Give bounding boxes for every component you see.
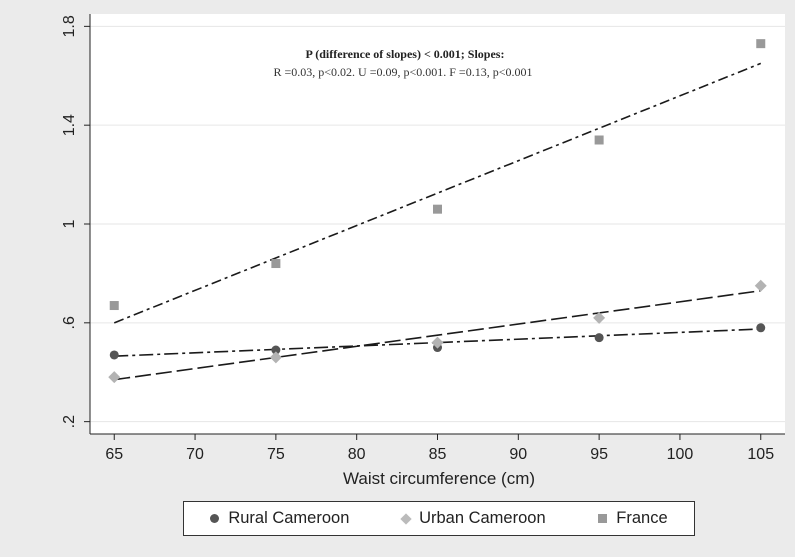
data-point xyxy=(594,333,604,343)
annotation-line2: R =0.03, p<0.02. U =0.09, p<0.001. F =0.… xyxy=(274,65,533,79)
x-tick-label: 65 xyxy=(105,446,123,463)
x-tick-label: 80 xyxy=(348,446,366,463)
diamond-marker-icon xyxy=(400,512,412,525)
x-tick-label: 95 xyxy=(590,446,608,463)
x-tick-label: 105 xyxy=(747,446,774,463)
data-points xyxy=(108,39,767,384)
axes: .2 .6 1 1.4 1.8 65 70 75 80 85 90 95 100 105 xyxy=(61,14,785,463)
y-tick-label: .2 xyxy=(61,415,78,428)
data-point xyxy=(271,345,281,355)
y-tick-label: 1.8 xyxy=(61,15,78,37)
legend: Rural Cameroon Urban Cameroon France xyxy=(183,501,695,536)
circle-marker-icon xyxy=(210,514,220,523)
data-point xyxy=(108,371,121,384)
y-tick-label: 1.4 xyxy=(61,114,78,136)
legend-label-rural: Rural Cameroon xyxy=(228,509,350,527)
x-axis-label: Waist circumference (cm) xyxy=(343,469,535,488)
legend-item-urban: Urban Cameroon xyxy=(400,509,546,528)
fit-lines xyxy=(113,62,762,381)
fit-line xyxy=(114,328,761,357)
data-point xyxy=(433,204,442,214)
data-point xyxy=(431,336,444,349)
data-point xyxy=(593,311,606,324)
x-tick-label: 70 xyxy=(186,446,204,463)
data-point xyxy=(754,279,767,292)
grid xyxy=(90,25,785,423)
data-point xyxy=(109,350,119,360)
data-point xyxy=(271,259,281,269)
fit-line xyxy=(114,289,761,381)
legend-item-rural: Rural Cameroon xyxy=(210,509,349,528)
data-point xyxy=(756,323,766,333)
data-point xyxy=(269,351,282,364)
y-tick-label: 1 xyxy=(61,219,78,228)
square-marker-icon xyxy=(598,514,608,523)
x-tick-label: 90 xyxy=(509,446,527,463)
legend-item-france: France xyxy=(598,509,668,528)
x-tick-label: 100 xyxy=(667,446,694,463)
y-tick-label: .6 xyxy=(61,316,78,329)
data-point xyxy=(756,39,766,49)
annotation-line1: P (difference of slopes) < 0.001; Slopes… xyxy=(306,47,505,61)
data-point xyxy=(109,301,119,311)
x-tick-label: 85 xyxy=(429,446,447,463)
legend-label-urban: Urban Cameroon xyxy=(419,509,546,527)
data-point xyxy=(594,135,604,145)
x-tick-label: 75 xyxy=(267,446,285,463)
legend-label-france: France xyxy=(616,509,668,527)
